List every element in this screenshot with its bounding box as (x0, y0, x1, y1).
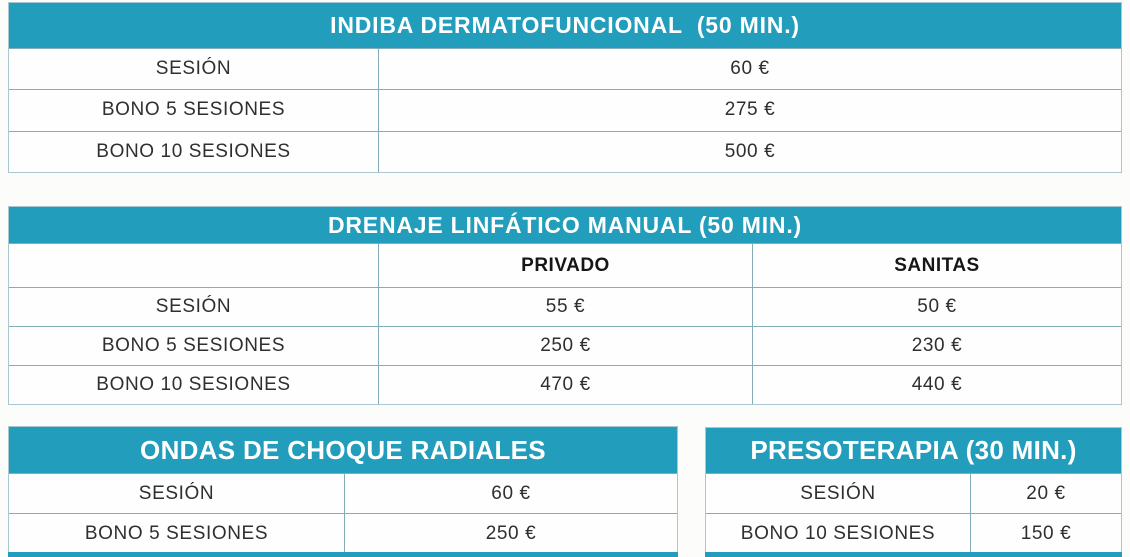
table-title: PRESOTERAPIA (30 MIN.) (750, 435, 1077, 465)
table-row: BONO 10 SESIONES 150 € (706, 513, 1121, 553)
table-drenaje-linfatico: DRENAJE LINFÁTICO MANUAL (50 MIN.) PRIVA… (8, 206, 1122, 405)
table-ondas-de-choque: ONDAS DE CHOQUE RADIALES SESIÓN 60 € BON… (8, 426, 678, 554)
empty-corner-cell (9, 244, 378, 287)
row-price: 60 € (378, 49, 1121, 90)
table-header-band: INDIBA DERMATOFUNCIONAL (50 MIN.) (9, 3, 1121, 48)
table-title: ONDAS DE CHOQUE RADIALES (140, 434, 546, 465)
table-row: BONO 5 SESIONES 275 € (9, 89, 1121, 131)
table-title: DRENAJE LINFÁTICO MANUAL (50 MIN.) (327, 211, 802, 238)
row-price: 275 € (378, 90, 1121, 131)
row-label: BONO 10 SESIONES (96, 374, 291, 395)
row-price: 20 € (970, 474, 1121, 513)
table-row: SESIÓN 55 € 50 € (9, 287, 1121, 326)
column-header-sanitas: SANITAS (752, 244, 1121, 287)
table-header-band: DRENAJE LINFÁTICO MANUAL (50 MIN.) (9, 207, 1121, 243)
table-header-band: PRESOTERAPIA (30 MIN.) (706, 428, 1121, 473)
row-price-sanitas: 50 € (752, 288, 1121, 326)
row-price-sanitas: 440 € (752, 366, 1121, 404)
row-price-sanitas: 230 € (752, 327, 1121, 365)
row-price: 250 € (344, 514, 677, 553)
row-price-privado: 55 € (378, 288, 752, 326)
row-label: BONO 10 SESIONES (740, 522, 936, 544)
table-title: INDIBA DERMATOFUNCIONAL (50 MIN.) (330, 12, 800, 38)
row-label: SESIÓN (155, 58, 232, 80)
cutoff-teal-band-left (8, 552, 678, 557)
column-header-privado: PRIVADO (378, 244, 752, 287)
table-row: BONO 5 SESIONES 250 € 230 € (9, 326, 1121, 365)
row-price-privado: 470 € (378, 366, 752, 404)
row-label: SESIÓN (800, 482, 876, 504)
table-row: SESIÓN 20 € (706, 473, 1121, 513)
row-price: 60 € (344, 474, 677, 513)
table-row: BONO 5 SESIONES 250 € (9, 513, 677, 553)
table-row: BONO 10 SESIONES 500 € (9, 130, 1121, 172)
table-row: BONO 10 SESIONES 470 € 440 € (9, 365, 1121, 404)
row-label: BONO 5 SESIONES (101, 99, 286, 121)
table-presoterapia: PRESOTERAPIA (30 MIN.) SESIÓN 20 € BONO … (705, 427, 1122, 554)
row-label: BONO 10 SESIONES (96, 140, 291, 162)
row-label: BONO 5 SESIONES (101, 335, 286, 356)
row-price: 500 € (378, 131, 1121, 172)
row-price-privado: 250 € (378, 327, 752, 365)
table-row: SESIÓN 60 € (9, 473, 677, 513)
row-price: 150 € (970, 514, 1121, 553)
table-header-band: ONDAS DE CHOQUE RADIALES (9, 427, 677, 473)
row-label: BONO 5 SESIONES (84, 522, 269, 544)
row-label: SESIÓN (155, 296, 232, 317)
column-header-row: PRIVADO SANITAS (9, 243, 1121, 287)
row-label: SESIÓN (138, 482, 215, 504)
cutoff-teal-band-right (705, 552, 1122, 557)
table-row: SESIÓN 60 € (9, 48, 1121, 90)
table-indiba-dermatofuncional: INDIBA DERMATOFUNCIONAL (50 MIN.) SESIÓN… (8, 2, 1122, 173)
